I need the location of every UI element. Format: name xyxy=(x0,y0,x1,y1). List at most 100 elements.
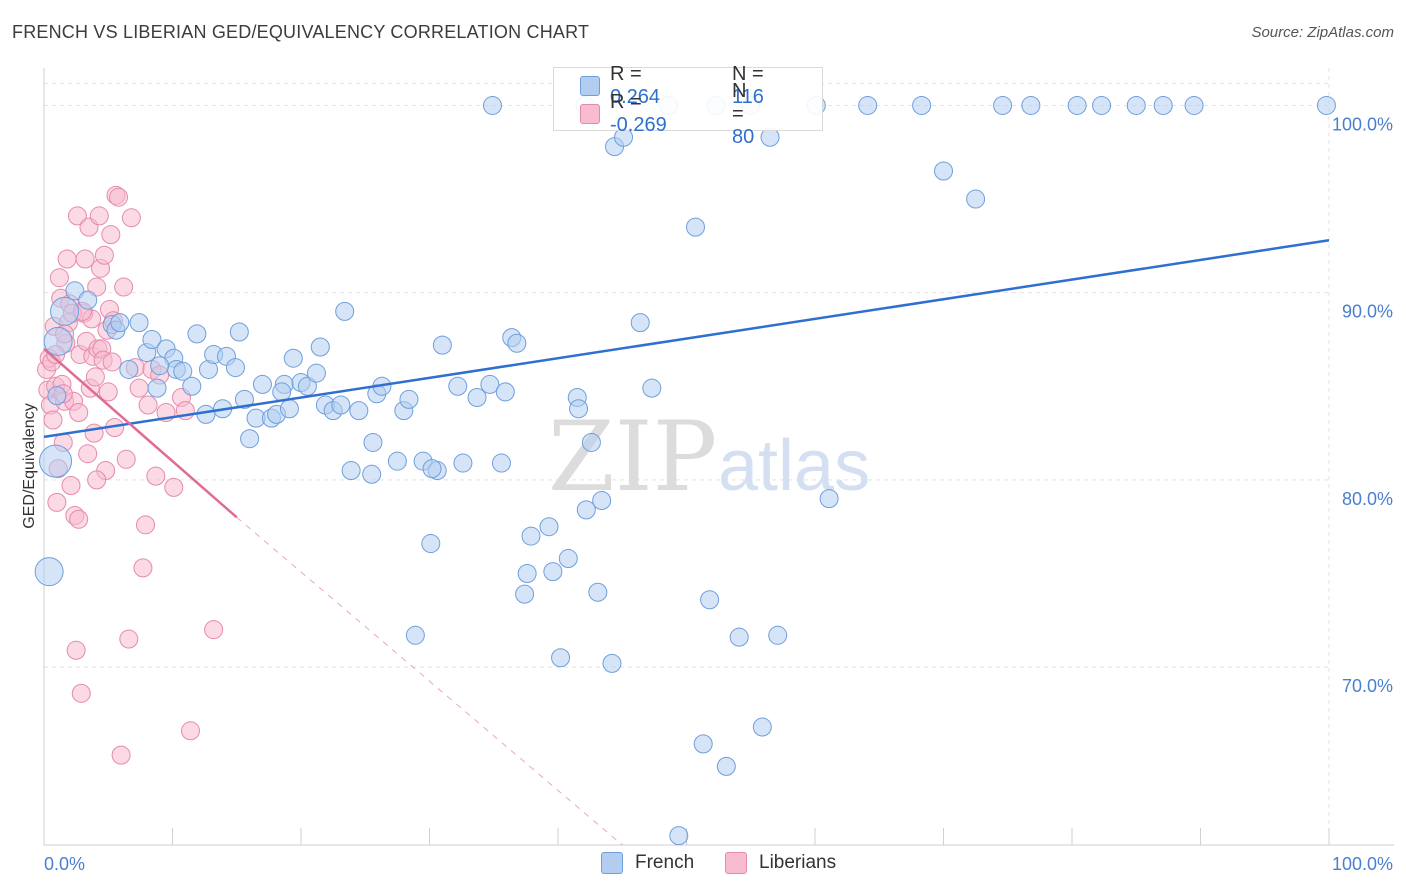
french-point-27[interactable] xyxy=(240,429,260,449)
french-point-106[interactable] xyxy=(1316,95,1336,115)
liberians-point-43[interactable] xyxy=(94,245,114,265)
french-point-13[interactable] xyxy=(142,329,162,349)
liberians-point-57[interactable] xyxy=(121,208,141,228)
liberians-point-16[interactable] xyxy=(57,249,77,269)
liberians-point-61[interactable] xyxy=(136,515,156,535)
liberians-point-5[interactable] xyxy=(43,410,63,430)
french-point-68[interactable] xyxy=(558,549,578,569)
liberians-point-26[interactable] xyxy=(71,683,91,703)
french-point-50[interactable] xyxy=(399,389,419,409)
liberians-point-48[interactable] xyxy=(101,225,121,245)
liberians-point-52[interactable] xyxy=(109,187,129,207)
french-point-48[interactable] xyxy=(387,451,407,471)
french-point-92[interactable] xyxy=(768,625,788,645)
liberians-point-71[interactable] xyxy=(204,620,224,640)
liberians-point-79[interactable] xyxy=(69,403,89,423)
french-point-54[interactable] xyxy=(432,335,452,355)
french-point-114[interactable] xyxy=(196,404,216,424)
french-point-14[interactable] xyxy=(147,378,167,398)
french-point-102[interactable] xyxy=(1092,95,1112,115)
french-point-115[interactable] xyxy=(150,356,170,376)
french-point-43[interactable] xyxy=(341,461,361,481)
french-point-41[interactable] xyxy=(331,395,351,415)
french-point-64[interactable] xyxy=(517,564,537,584)
liberians-point-10[interactable] xyxy=(49,268,69,288)
french-point-82[interactable] xyxy=(669,826,689,846)
liberians-point-67[interactable] xyxy=(164,477,184,497)
french-point-94[interactable] xyxy=(819,489,839,509)
french-point-84[interactable] xyxy=(693,734,713,754)
liberians-point-8[interactable] xyxy=(47,492,67,512)
liberians-point-59[interactable] xyxy=(129,378,149,398)
liberians-point-53[interactable] xyxy=(111,745,131,765)
french-point-52[interactable] xyxy=(421,534,441,554)
french-point-45[interactable] xyxy=(362,464,382,484)
french-point-59[interactable] xyxy=(482,95,502,115)
liberians-point-22[interactable] xyxy=(66,640,86,660)
legend-french[interactable]: French xyxy=(601,852,694,874)
french-point-42[interactable] xyxy=(335,301,355,321)
liberians-point-54[interactable] xyxy=(114,277,134,297)
french-point-20[interactable] xyxy=(187,324,207,344)
french-point-66[interactable] xyxy=(539,517,559,537)
french-point-38[interactable] xyxy=(310,337,330,357)
liberians-point-70[interactable] xyxy=(180,721,200,741)
liberians-point-24[interactable] xyxy=(69,509,89,529)
liberians-point-60[interactable] xyxy=(133,558,153,578)
french-point-97[interactable] xyxy=(934,161,953,181)
french-point-26[interactable] xyxy=(234,389,254,409)
french-point-25[interactable] xyxy=(225,358,245,378)
french-point-70[interactable] xyxy=(569,399,589,419)
french-point-18[interactable] xyxy=(173,361,193,381)
liberians-point-46[interactable] xyxy=(98,382,118,402)
french-point-58[interactable] xyxy=(480,374,500,394)
french-point-37[interactable] xyxy=(306,363,326,383)
french-point-101[interactable] xyxy=(1067,95,1087,115)
french-point-9[interactable] xyxy=(110,313,130,333)
liberians-point-77[interactable] xyxy=(87,470,107,490)
french-point-83[interactable] xyxy=(685,217,705,237)
french-point-100[interactable] xyxy=(1021,95,1041,115)
french-point-80[interactable] xyxy=(642,378,662,398)
french-point-103[interactable] xyxy=(1126,95,1146,115)
french-point-111[interactable] xyxy=(363,432,383,452)
french-point-10[interactable] xyxy=(129,313,149,333)
french-point-85[interactable] xyxy=(700,590,720,610)
french-point-76[interactable] xyxy=(602,653,622,673)
french-point-29[interactable] xyxy=(252,374,272,394)
french-point-112[interactable] xyxy=(272,382,292,402)
french-point-63[interactable] xyxy=(507,333,527,353)
french-point-55[interactable] xyxy=(448,376,468,396)
french-point-74[interactable] xyxy=(588,582,608,602)
french-point-1[interactable] xyxy=(39,444,73,478)
liberians-point-35[interactable] xyxy=(84,423,104,443)
liberians-point-49[interactable] xyxy=(102,352,122,372)
french-point-104[interactable] xyxy=(1153,95,1173,115)
french-point-88[interactable] xyxy=(729,627,749,647)
french-point-6[interactable] xyxy=(78,290,98,310)
french-point-65[interactable] xyxy=(521,526,541,546)
french-point-107[interactable] xyxy=(405,625,425,645)
french-point-3[interactable] xyxy=(43,326,73,356)
french-point-44[interactable] xyxy=(349,401,369,421)
french-point-75[interactable] xyxy=(592,490,612,510)
french-point-34[interactable] xyxy=(283,348,303,368)
french-point-87[interactable] xyxy=(716,756,736,776)
french-point-19[interactable] xyxy=(182,376,202,396)
liberians-point-23[interactable] xyxy=(67,206,87,226)
french-point-61[interactable] xyxy=(495,382,515,402)
french-point-96[interactable] xyxy=(912,95,932,115)
french-point-105[interactable] xyxy=(1184,95,1204,115)
french-point-5[interactable] xyxy=(65,281,85,301)
french-point-4[interactable] xyxy=(50,296,80,326)
french-point-79[interactable] xyxy=(630,313,650,333)
legend-liberians[interactable]: Liberians xyxy=(725,852,836,874)
liberians-point-30[interactable] xyxy=(78,444,98,464)
french-point-60[interactable] xyxy=(491,453,511,473)
french-point-0[interactable] xyxy=(34,557,64,587)
french-point-109[interactable] xyxy=(551,648,571,668)
french-point-11[interactable] xyxy=(119,359,139,379)
liberians-point-64[interactable] xyxy=(146,466,166,486)
liberians-point-37[interactable] xyxy=(87,277,107,297)
french-point-57[interactable] xyxy=(467,388,487,408)
